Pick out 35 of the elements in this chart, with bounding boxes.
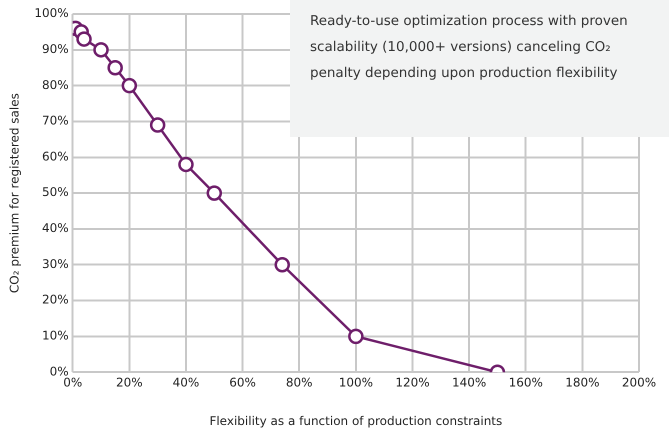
x-tick-label: 0% (63, 376, 82, 390)
y-tick-label: 0% (50, 364, 69, 378)
y-tick-label: 60% (42, 149, 69, 164)
x-tick-label: 200% (622, 376, 656, 390)
annotation: Ready-to-use optimization process with proven scalability (10,000+ versions) canceling CO₂ penalty depending upon production flexibility (310, 12, 629, 83)
x-tick-label: 60% (229, 376, 256, 390)
x-axis-title: Flexibility as a function of production constraints (209, 414, 502, 428)
x-tick-label: 140% (452, 376, 486, 390)
y-tick-label: 80% (42, 78, 69, 92)
x-tick-label: 160% (508, 376, 543, 390)
point (348, 328, 364, 344)
x-tick-label: 180% (565, 376, 600, 390)
point (150, 117, 166, 133)
point (122, 78, 138, 94)
point (206, 185, 222, 201)
y-axis-title: CO₂ premium for registered sales (7, 93, 22, 294)
note-box: Ready-to-use optimization process with proven scalability (10,000+ versions) canceling CO₂ penalty depending upon production flexibility (290, 0, 669, 137)
point (274, 256, 290, 272)
y-tick-label: 50% (42, 185, 69, 200)
point (76, 31, 92, 47)
x-tick-label: 20% (116, 376, 143, 390)
y-tick-label: 20% (42, 292, 69, 307)
x-tick-label: 40% (172, 376, 200, 390)
y-tick-label: 10% (42, 328, 69, 343)
y-tick-label: 100% (34, 6, 69, 20)
point (178, 156, 194, 172)
x-tick-label: 80% (286, 376, 313, 390)
y-tick-label: 40% (42, 221, 69, 236)
point (93, 42, 109, 58)
y-tick-label: 30% (42, 256, 69, 271)
point (107, 60, 123, 76)
x-tick-label: 120% (395, 376, 430, 390)
x-tick-label: 100% (338, 376, 374, 390)
y-tick-label: 70% (42, 114, 69, 128)
y-tick-label: 90% (42, 42, 69, 56)
